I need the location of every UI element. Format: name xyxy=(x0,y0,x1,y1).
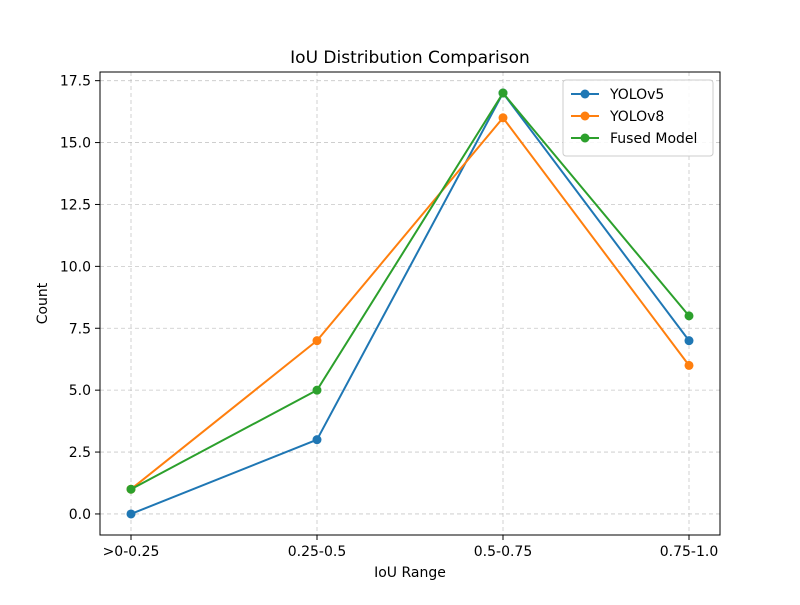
legend: YOLOv5 YOLOv8 Fused Model xyxy=(562,79,714,157)
y-tick-label: 10.0 xyxy=(60,259,91,275)
legend-item: Fused Model xyxy=(571,131,697,147)
x-tick-label: 0.5-0.75 xyxy=(474,544,533,560)
legend-marker xyxy=(580,133,590,143)
y-tick-label: 5.0 xyxy=(69,383,91,399)
data-point xyxy=(126,509,136,519)
legend-label: Fused Model xyxy=(610,131,697,147)
y-axis-label: Count xyxy=(35,282,51,324)
series-line xyxy=(130,92,690,515)
data-point xyxy=(312,336,322,346)
series-group xyxy=(126,88,694,494)
legend-label: YOLOv8 xyxy=(609,109,664,125)
data-point xyxy=(498,113,508,123)
series-group xyxy=(126,88,694,519)
data-point xyxy=(126,484,136,494)
data-point xyxy=(498,88,508,98)
series-line xyxy=(130,92,690,491)
series-line xyxy=(130,116,690,490)
chart-title: IoU Distribution Comparison xyxy=(290,48,530,68)
y-tick-label: 7.5 xyxy=(69,321,91,337)
plot-area-frame xyxy=(99,71,721,536)
y-tick-label: 17.5 xyxy=(60,74,91,90)
legend-box xyxy=(562,79,714,157)
x-tick-label: 0.25-0.5 xyxy=(288,544,347,560)
series-group xyxy=(126,113,694,494)
data-point xyxy=(312,385,322,395)
y-tick-label: 0.0 xyxy=(69,507,91,523)
legend-label: YOLOv5 xyxy=(609,87,664,103)
legend-item: YOLOv8 xyxy=(571,109,664,125)
x-tick-label: 0.75-1.0 xyxy=(660,544,719,560)
data-point xyxy=(684,360,694,370)
series-layer xyxy=(126,88,694,519)
x-tick-label: >0-0.25 xyxy=(103,544,160,560)
y-tick-label: 12.5 xyxy=(60,197,91,213)
tick-layer: >0-0.25 0.25-0.5 0.5-0.75 0.75-1.0 0.0 2.5 5.0… xyxy=(60,74,718,560)
x-axis-label: IoU Range xyxy=(374,565,446,581)
legend-marker xyxy=(580,111,590,121)
data-point xyxy=(684,311,694,321)
data-point xyxy=(312,435,322,445)
y-tick-label: 15.0 xyxy=(60,136,91,152)
y-tick-label: 2.5 xyxy=(69,445,91,461)
data-point xyxy=(684,336,694,346)
legend-marker xyxy=(580,89,590,99)
legend-item: YOLOv5 xyxy=(571,87,664,103)
